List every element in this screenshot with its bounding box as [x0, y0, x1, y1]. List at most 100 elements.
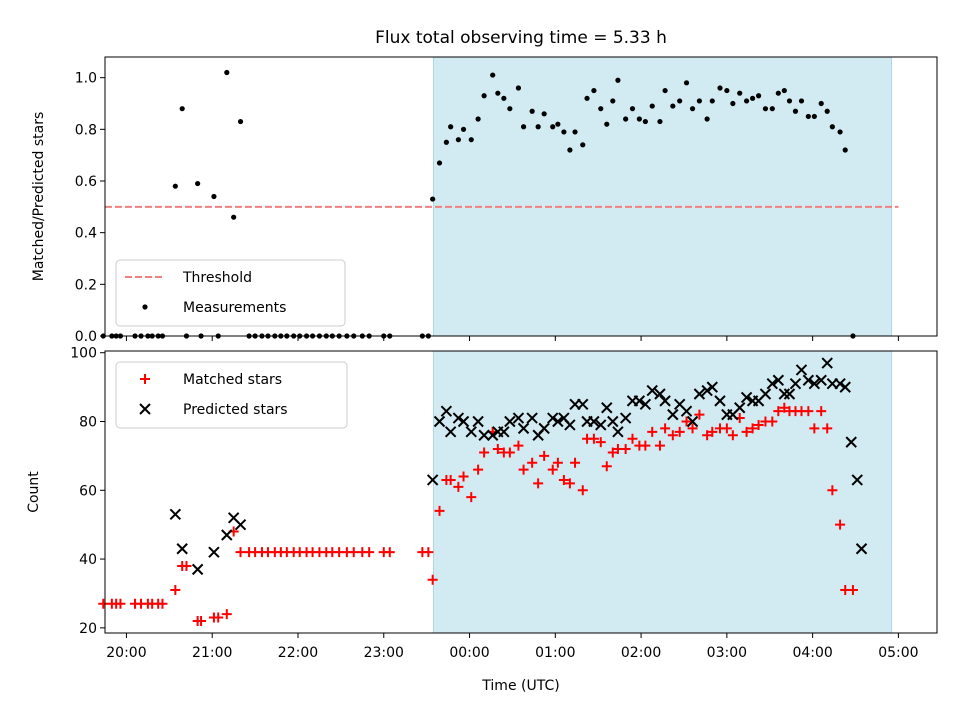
matched-star-marker: [721, 423, 732, 434]
matched-star-marker: [607, 447, 618, 458]
measurement-point: [572, 129, 578, 135]
matched-star-marker: [822, 423, 833, 434]
x-tick-label: 23:00: [364, 645, 404, 661]
matched-star-marker: [492, 444, 503, 455]
measurement-point: [696, 98, 703, 104]
matched-star-marker: [181, 560, 192, 571]
matched-star-marker: [235, 547, 246, 558]
measurement-point: [541, 111, 547, 117]
measurement-point: [195, 180, 201, 187]
matched-stars-points: [98, 402, 858, 626]
matched-star-marker: [667, 430, 678, 441]
matched-star-marker: [803, 406, 814, 417]
measurement-point: [535, 124, 541, 130]
matched-star-marker: [835, 519, 846, 530]
measurement-point: [561, 129, 567, 135]
observing-span: [433, 57, 892, 336]
measurement-point: [670, 103, 676, 109]
y-tick-label: 100: [70, 346, 97, 362]
predicted-star-marker: [538, 422, 550, 435]
y-tick-label: 20: [79, 621, 97, 637]
legend-label: Predicted stars: [183, 402, 288, 418]
predicted-star-marker: [639, 398, 652, 411]
measurement-point: [805, 113, 811, 120]
measurement-point: [704, 116, 710, 122]
measurement-point: [642, 118, 648, 125]
predicted-star-marker: [577, 398, 589, 411]
matched-star-marker: [570, 457, 581, 468]
matched-star-marker: [773, 406, 784, 417]
predicted-star-marker: [855, 543, 868, 555]
measurement-point: [224, 69, 230, 76]
predicted-star-marker: [465, 426, 477, 438]
matched-star-marker: [564, 478, 575, 489]
matched-star-marker: [213, 612, 224, 623]
predicted-star-marker: [234, 518, 247, 531]
predicted-stars-points: [169, 357, 868, 576]
matched-star-marker: [847, 585, 858, 596]
measurement-point: [172, 183, 178, 189]
measurement-point: [211, 193, 217, 200]
measurement-point: [829, 124, 835, 130]
matched-star-marker: [660, 423, 671, 434]
matched-star-marker: [458, 471, 469, 482]
predicted-star-marker: [789, 377, 802, 390]
matched-star-marker: [434, 505, 445, 516]
matched-star-marker: [547, 464, 558, 475]
predicted-star-marker: [851, 474, 863, 486]
measurement-point: [717, 85, 723, 91]
matched-star-marker: [504, 447, 515, 458]
predicted-star-marker: [564, 419, 576, 431]
predicted-star-marker: [498, 426, 510, 438]
measurement-point: [842, 147, 848, 153]
matched-star-marker: [702, 430, 713, 441]
predicted-star-marker: [646, 384, 658, 397]
predicted-star-marker: [472, 415, 484, 428]
measurement-point: [749, 95, 756, 101]
predicted-star-marker: [693, 388, 706, 400]
measurement-point: [811, 113, 817, 120]
legend-label: Matched stars: [183, 372, 282, 388]
matched-star-marker: [809, 423, 820, 434]
matched-star-marker: [627, 433, 638, 444]
predicted-star-marker: [734, 402, 746, 414]
predicted-star-marker: [740, 391, 753, 404]
matched-star-marker: [427, 574, 438, 585]
predicted-star-marker: [619, 412, 632, 424]
x-axis-label: Time (UTC): [481, 678, 559, 694]
matched-star-marker: [364, 547, 375, 558]
matched-star-marker: [423, 547, 434, 558]
measurement-point: [515, 85, 522, 91]
matched-star-marker: [539, 450, 550, 461]
predicted-star-marker: [686, 415, 699, 428]
measurement-point: [824, 108, 830, 114]
predicted-star-marker: [169, 508, 182, 521]
predicted-star-marker: [512, 412, 525, 424]
measurement-point: [689, 106, 696, 112]
matched-star-marker: [384, 547, 395, 558]
x-tick-label: 20:00: [106, 645, 146, 661]
legend: Matched stars Predicted stars: [115, 361, 348, 429]
y-tick-label: 60: [79, 483, 97, 499]
measurement-point: [490, 72, 496, 78]
matched-star-marker: [196, 615, 207, 626]
measurement-point: [798, 98, 805, 104]
matched-star-marker: [741, 426, 752, 437]
predicted-star-marker: [595, 419, 607, 431]
matched-star-marker: [674, 426, 685, 437]
predicted-star-marker: [426, 474, 439, 486]
predicted-star-marker: [444, 426, 457, 438]
matched-star-marker: [473, 464, 484, 475]
y-tick-label: 0.6: [75, 174, 97, 190]
legend-box: [115, 259, 346, 327]
predicted-star-marker: [706, 381, 718, 393]
measurement-point: [762, 106, 769, 112]
predicted-star-marker: [821, 357, 833, 369]
matched-star-marker: [827, 485, 838, 496]
matched-star-marker: [157, 598, 168, 609]
predicted-star-marker: [588, 415, 600, 428]
predicted-star-marker: [208, 546, 220, 558]
matched-star-marker: [654, 440, 665, 451]
predicted-star-marker: [440, 405, 453, 417]
